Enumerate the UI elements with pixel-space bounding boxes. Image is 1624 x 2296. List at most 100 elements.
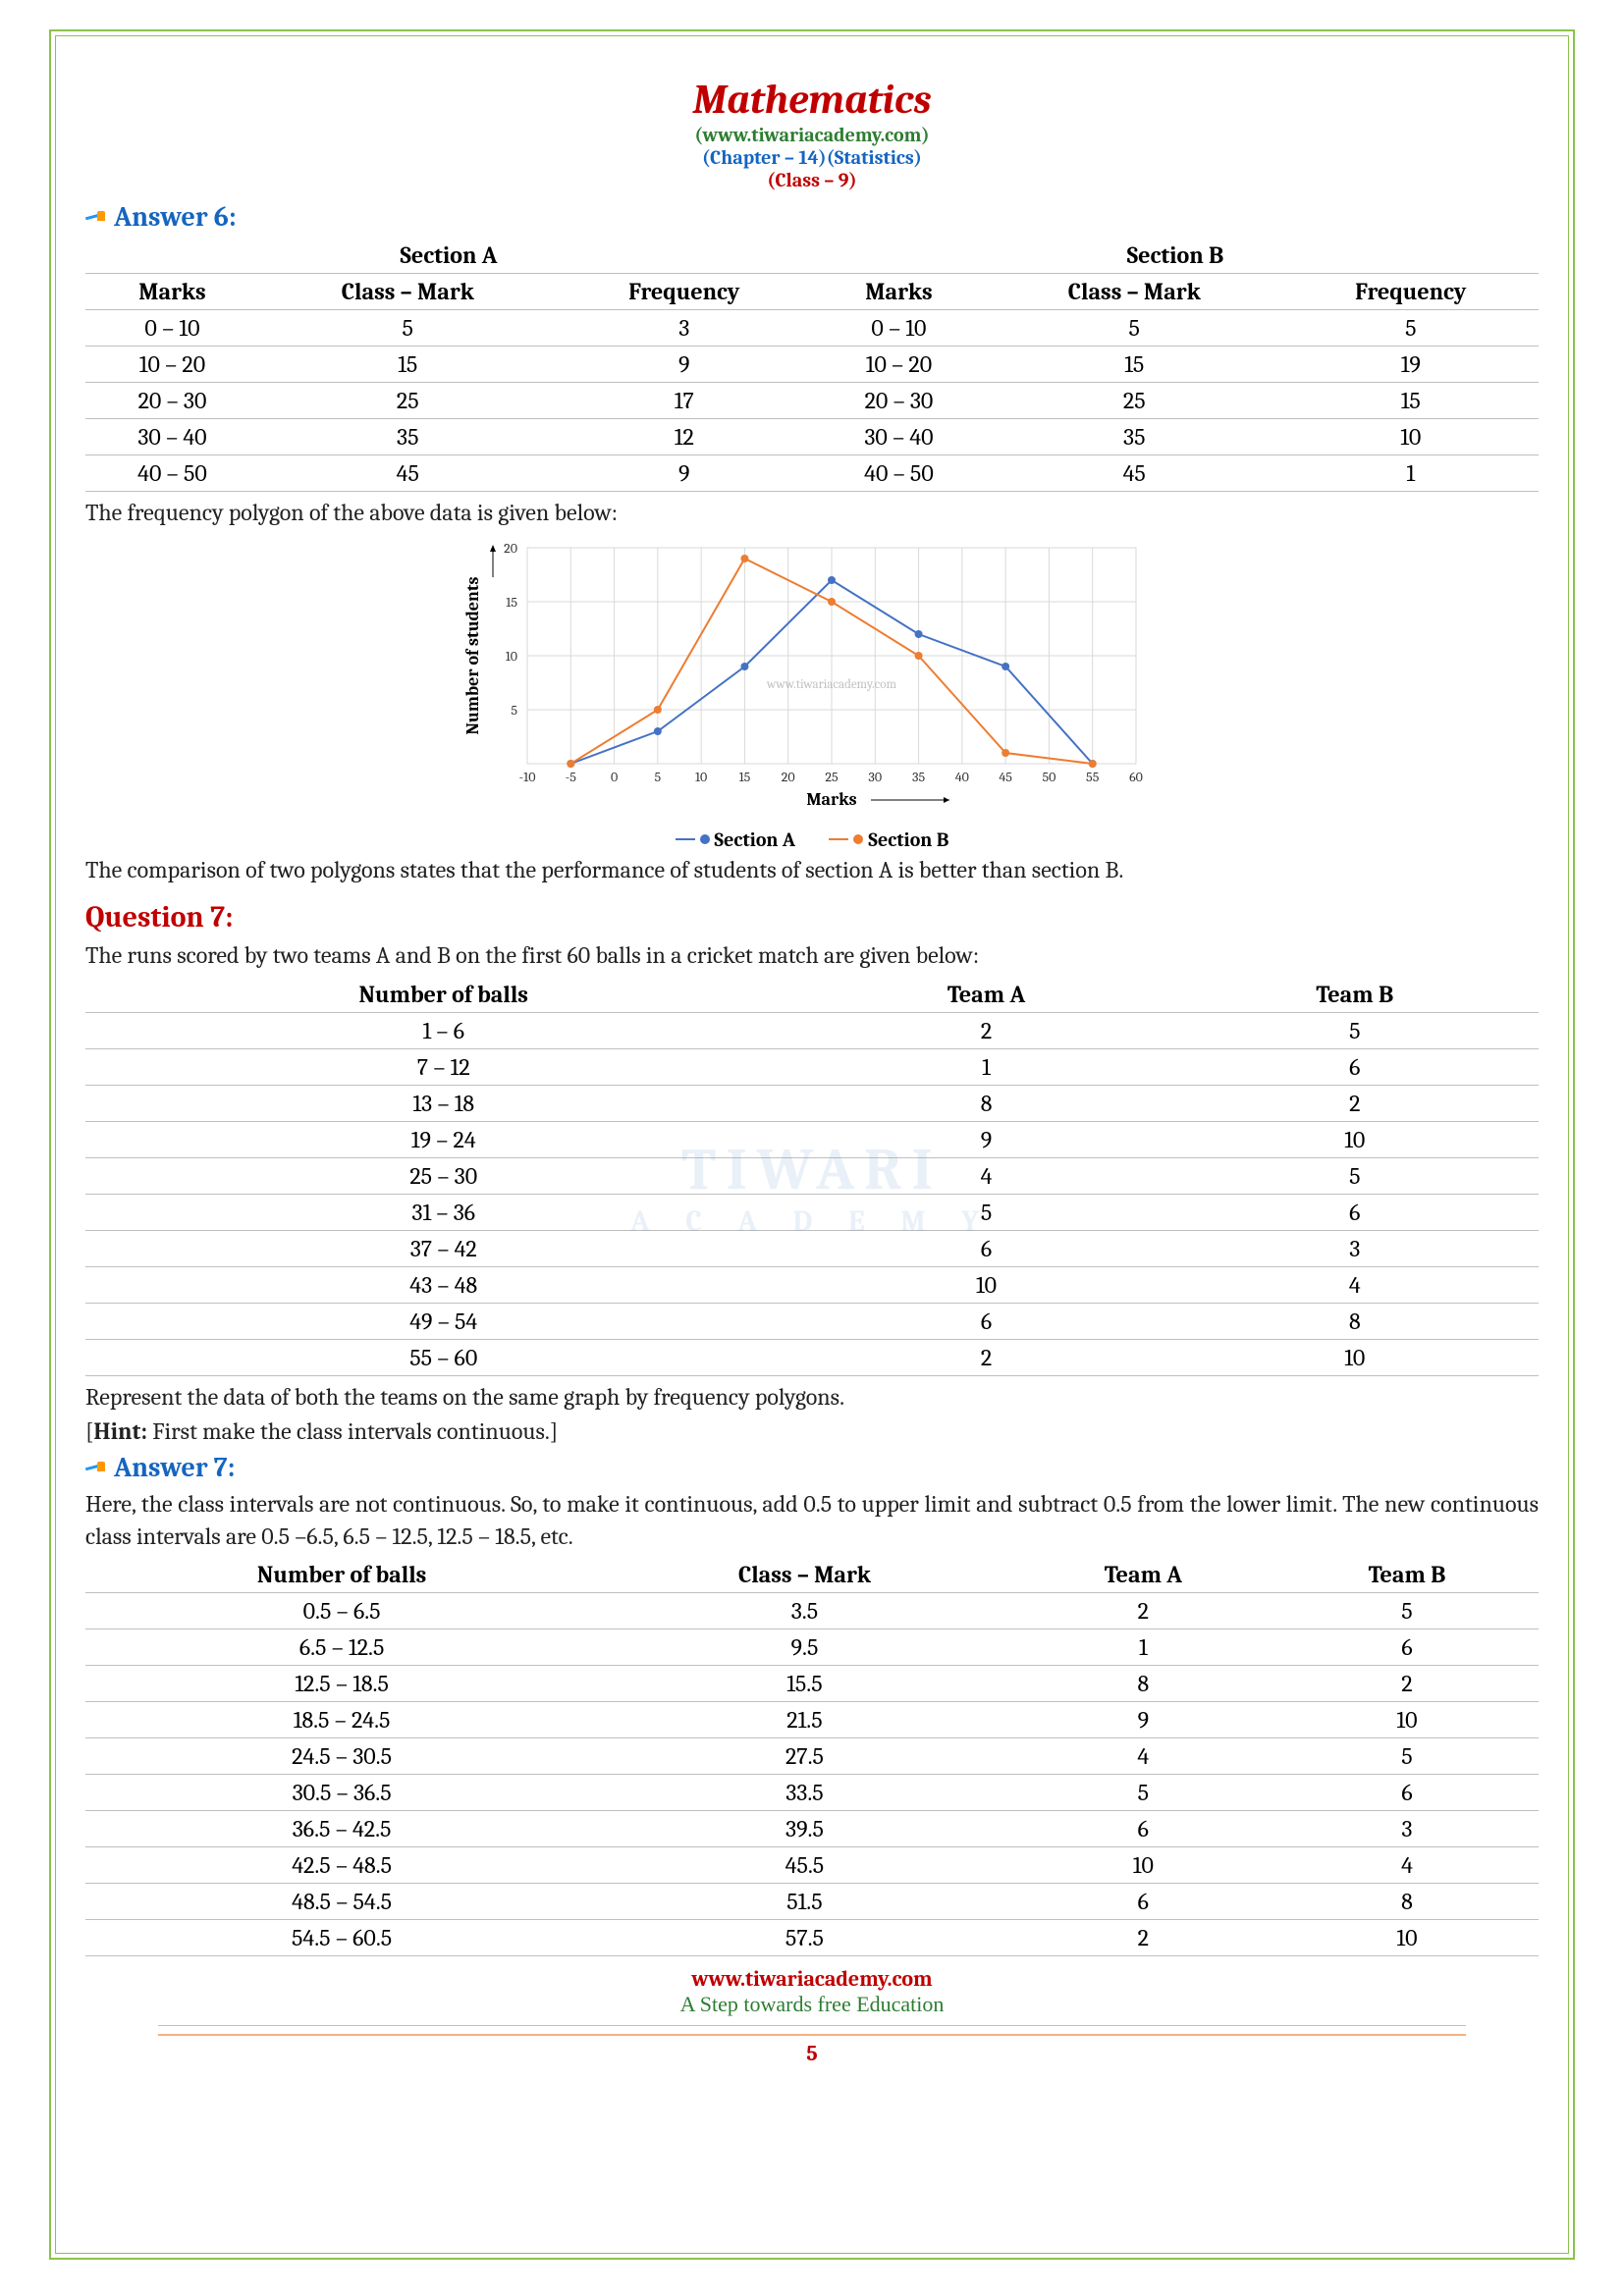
col-frequency: Frequency bbox=[557, 274, 812, 310]
svg-text:45: 45 bbox=[999, 769, 1012, 785]
svg-text:30: 30 bbox=[868, 769, 882, 785]
svg-text:5: 5 bbox=[655, 769, 662, 785]
answer7-label: Answer 7: bbox=[114, 1452, 235, 1483]
sectionA-title: Section A bbox=[85, 238, 812, 274]
table-row: 30 – 40351230 – 403510 bbox=[85, 419, 1539, 455]
table-row: 10 – 2015910 – 201519 bbox=[85, 347, 1539, 383]
table-row: 30.5 – 36.533.556 bbox=[85, 1775, 1539, 1811]
pencil-icon bbox=[85, 207, 109, 227]
table-row: 31 – 3656 bbox=[85, 1194, 1539, 1230]
answer7-text: Here, the class intervals are not contin… bbox=[85, 1488, 1539, 1552]
col-frequency-b: Frequency bbox=[1283, 274, 1539, 310]
frequency-polygon-chart: 5 10 15 20 -10 -5 0 5 10 15 20 25 30 35 40 45 50 55 60 www.… bbox=[459, 538, 1165, 813]
table-row: 20 – 30251720 – 302515 bbox=[85, 383, 1539, 419]
footer-link: www.tiwariacademy.com bbox=[85, 1966, 1539, 1992]
table-row: 25 – 3045 bbox=[85, 1157, 1539, 1194]
answer6-label: Answer 6: bbox=[114, 201, 237, 233]
legend-sectionB: Section B bbox=[829, 828, 948, 851]
col-marks: Marks bbox=[85, 274, 259, 310]
table-row: 1 – 625 bbox=[85, 1012, 1539, 1048]
svg-text:20: 20 bbox=[504, 540, 517, 557]
col-marks-b: Marks bbox=[812, 274, 986, 310]
q7-col-teamA: Team A bbox=[801, 977, 1170, 1013]
col-classmark-b: Class – Mark bbox=[986, 274, 1283, 310]
svg-text:25: 25 bbox=[825, 769, 839, 785]
header-link: (www.tiwariacademy.com) bbox=[85, 124, 1539, 146]
answer7-table: Number of balls Class – Mark Team A Team… bbox=[85, 1557, 1539, 1956]
a7-col-cm: Class – Mark bbox=[598, 1557, 1010, 1593]
svg-text:15: 15 bbox=[739, 769, 751, 785]
question7-task: Represent the data of both the teams on … bbox=[85, 1381, 1539, 1413]
svg-text:40: 40 bbox=[955, 769, 969, 785]
table-row: 40 – 5045940 – 50451 bbox=[85, 455, 1539, 492]
q7-col-teamB: Team B bbox=[1171, 977, 1539, 1013]
svg-text:20: 20 bbox=[782, 769, 795, 785]
table-row: 0 – 10530 – 1055 bbox=[85, 310, 1539, 347]
question7-heading: Question 7: bbox=[85, 900, 1539, 934]
table-row: 0.5 – 6.53.525 bbox=[85, 1593, 1539, 1629]
table-row: 54.5 – 60.557.5210 bbox=[85, 1920, 1539, 1956]
table-row: 55 – 60210 bbox=[85, 1339, 1539, 1375]
answer6-heading: Answer 6: bbox=[85, 201, 1539, 233]
svg-text:35: 35 bbox=[912, 769, 925, 785]
table-row: 43 – 48104 bbox=[85, 1266, 1539, 1303]
answer6-caption: The frequency polygon of the above data … bbox=[85, 497, 1539, 528]
answer7-heading: Answer 7: bbox=[85, 1452, 1539, 1483]
answer6-table: Section ASection B Marks Class – Mark Fr… bbox=[85, 238, 1539, 492]
footer-motto: A Step towards free Education bbox=[85, 1992, 1539, 2017]
svg-text:10: 10 bbox=[506, 648, 517, 665]
inner-border: TIWARI A C A D E M Y Mathematics (www.ti… bbox=[55, 35, 1569, 2254]
legend-labelA: Section A bbox=[715, 828, 795, 851]
sectionB-title: Section B bbox=[812, 238, 1539, 274]
svg-text:5: 5 bbox=[511, 702, 517, 719]
a7-col-teamA: Team A bbox=[1011, 1557, 1275, 1593]
q7-col-balls: Number of balls bbox=[85, 977, 801, 1013]
table-row: 24.5 – 30.527.545 bbox=[85, 1738, 1539, 1775]
svg-text:Marks: Marks bbox=[806, 789, 856, 810]
chart-container: 5 10 15 20 -10 -5 0 5 10 15 20 25 30 35 40 45 50 55 60 www.… bbox=[85, 538, 1539, 813]
page-title: Mathematics bbox=[85, 76, 1539, 124]
header-chapter: (Chapter – 14)(Statistics) bbox=[85, 146, 1539, 169]
svg-text:-10: -10 bbox=[519, 769, 536, 785]
legend-labelB: Section B bbox=[868, 828, 948, 851]
table-row: 42.5 – 48.545.5104 bbox=[85, 1847, 1539, 1884]
table-row: 19 – 24910 bbox=[85, 1121, 1539, 1157]
legend-sectionA: Section A bbox=[676, 828, 795, 851]
question7-hint: [Hint: First make the class intervals co… bbox=[85, 1415, 1539, 1447]
svg-text:15: 15 bbox=[506, 594, 517, 611]
table-row: 37 – 4263 bbox=[85, 1230, 1539, 1266]
footer-divider2 bbox=[158, 2034, 1466, 2036]
answer6-comparison: The comparison of two polygons states th… bbox=[85, 854, 1539, 885]
pencil-icon bbox=[85, 1458, 109, 1477]
svg-text:-5: -5 bbox=[566, 769, 577, 785]
a7-col-balls: Number of balls bbox=[85, 1557, 598, 1593]
svg-text:www.tiwariacademy.com: www.tiwariacademy.com bbox=[766, 677, 896, 692]
svg-text:10: 10 bbox=[695, 769, 707, 785]
question7-intro: The runs scored by two teams A and B on … bbox=[85, 939, 1539, 971]
question7-table: Number of balls Team A Team B 1 – 6257 –… bbox=[85, 977, 1539, 1376]
header-class: (Class – 9) bbox=[85, 169, 1539, 191]
page-number: 5 bbox=[85, 2041, 1539, 2066]
hint-text: First make the class intervals continuou… bbox=[147, 1417, 558, 1445]
table-row: 12.5 – 18.515.582 bbox=[85, 1666, 1539, 1702]
page: TIWARI A C A D E M Y Mathematics (www.ti… bbox=[0, 0, 1624, 2296]
svg-text:55: 55 bbox=[1086, 769, 1100, 785]
footer-divider bbox=[158, 2025, 1466, 2026]
table-row: 13 – 1882 bbox=[85, 1085, 1539, 1121]
hint-label: Hint: bbox=[93, 1417, 147, 1445]
svg-text:60: 60 bbox=[1129, 769, 1143, 785]
svg-text:Number of students: Number of students bbox=[462, 577, 483, 735]
a7-col-teamB: Team B bbox=[1275, 1557, 1539, 1593]
page-footer: www.tiwariacademy.com A Step towards fre… bbox=[85, 1966, 1539, 2066]
outer-border: TIWARI A C A D E M Y Mathematics (www.ti… bbox=[49, 29, 1575, 2260]
svg-text:50: 50 bbox=[1042, 769, 1056, 785]
table-row: 48.5 – 54.551.568 bbox=[85, 1884, 1539, 1920]
table-row: 6.5 – 12.59.516 bbox=[85, 1629, 1539, 1666]
chart-legend: Section A Section B bbox=[85, 823, 1539, 851]
col-classmark: Class – Mark bbox=[259, 274, 557, 310]
table-row: 49 – 5468 bbox=[85, 1303, 1539, 1339]
table-row: 7 – 1216 bbox=[85, 1048, 1539, 1085]
svg-text:0: 0 bbox=[611, 769, 618, 785]
table-row: 18.5 – 24.521.5910 bbox=[85, 1702, 1539, 1738]
table-row: 36.5 – 42.539.563 bbox=[85, 1811, 1539, 1847]
